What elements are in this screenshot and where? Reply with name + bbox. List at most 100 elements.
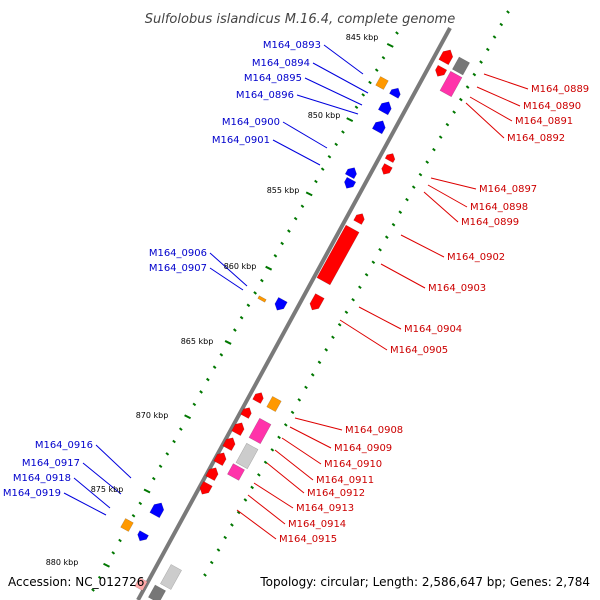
leader-line bbox=[95, 444, 132, 479]
leader-line bbox=[476, 86, 521, 107]
gene-label: M164_0919 bbox=[3, 488, 61, 499]
kbp-label: 870 kbp bbox=[136, 411, 169, 420]
outer-track-tick bbox=[287, 229, 291, 233]
red-gene bbox=[353, 213, 365, 225]
gene-label: M164_0902 bbox=[447, 252, 505, 263]
kbp-label: 845 kbp bbox=[346, 33, 379, 42]
inner-track-tick bbox=[378, 247, 382, 252]
gene-label: M164_0890 bbox=[523, 101, 581, 112]
red-gene bbox=[435, 64, 448, 77]
outer-track-tick bbox=[246, 303, 251, 308]
inner-track-tick bbox=[425, 160, 430, 164]
outer-track-tick bbox=[131, 513, 136, 518]
inner-track-tick bbox=[432, 147, 436, 152]
outer-track-tick bbox=[361, 93, 366, 97]
red-gene bbox=[384, 153, 396, 164]
pink-gene bbox=[439, 70, 463, 98]
inner-track-tick bbox=[270, 448, 275, 452]
leader-line bbox=[294, 417, 343, 431]
outer-track-tick bbox=[111, 551, 116, 555]
inner-track-tick bbox=[485, 47, 490, 52]
leader-line bbox=[282, 121, 328, 149]
outer-track-tick bbox=[293, 216, 298, 221]
gene-label: M164_0894 bbox=[252, 58, 310, 69]
outer-track-tick bbox=[273, 254, 278, 258]
inner-track-tick bbox=[337, 323, 342, 327]
gene-label: M164_0895 bbox=[244, 73, 302, 84]
outer-track-major-tick bbox=[386, 42, 394, 48]
gene-label: M164_0914 bbox=[288, 519, 346, 530]
leader-lines bbox=[63, 44, 529, 540]
kbp-label: 875 kbp bbox=[91, 485, 124, 494]
outer-track-tick bbox=[192, 402, 197, 407]
inner-track-tick bbox=[445, 122, 450, 127]
kbp-labels: 845 kbp 850 kbp 855 kbp 860 kbp 865 kbp 870 k… bbox=[46, 33, 379, 567]
outer-track-tick bbox=[233, 328, 237, 332]
inner-track-tick bbox=[236, 510, 241, 515]
inner-track-tick bbox=[418, 172, 423, 177]
outer-track-tick bbox=[151, 476, 156, 481]
kbp-label: 855 kbp bbox=[267, 186, 300, 195]
topology-text: Topology: circular; Length: 2,586,647 bp… bbox=[259, 575, 590, 589]
genome-title: Sulfolobus islandicus M.16.4, complete g… bbox=[145, 12, 455, 27]
gene-label: M164_0900 bbox=[222, 117, 280, 128]
gene-label: M164_0912 bbox=[307, 488, 365, 499]
red-gene bbox=[316, 224, 360, 286]
red-gene bbox=[213, 452, 227, 467]
inner-track-tick bbox=[230, 523, 234, 527]
gene-label: M164_0904 bbox=[404, 324, 462, 335]
gene-features bbox=[120, 49, 470, 600]
outer-track-tick bbox=[320, 167, 325, 171]
genome-backbone bbox=[136, 27, 452, 600]
grey-gene bbox=[148, 584, 166, 600]
inner-track-tick bbox=[223, 535, 228, 540]
inner-track-tick bbox=[371, 260, 376, 264]
leader-line bbox=[400, 234, 445, 258]
leader-line bbox=[483, 73, 529, 90]
inner-track-tick bbox=[479, 60, 483, 64]
leader-line bbox=[63, 492, 107, 516]
outer-track-tick bbox=[239, 315, 244, 320]
gene-label: M164_0908 bbox=[345, 425, 403, 436]
kbp-label: 850 kbp bbox=[308, 111, 341, 120]
leader-line bbox=[465, 102, 505, 139]
inner-track-tick bbox=[331, 335, 335, 340]
outer-track-tick bbox=[165, 452, 170, 456]
leader-line bbox=[281, 437, 322, 465]
gene-labels: M164_0893 M164_0894 M164_0895 M164_0896 M164… bbox=[3, 40, 589, 545]
red-gene bbox=[381, 163, 393, 175]
gene-label: M164_0916 bbox=[35, 440, 93, 451]
blue-gene bbox=[371, 120, 386, 135]
outer-track-tick bbox=[199, 390, 203, 394]
outer-track-tick bbox=[118, 538, 122, 543]
blue-gene bbox=[344, 176, 357, 189]
gene-label: M164_0915 bbox=[279, 534, 337, 545]
inner-track-tick bbox=[277, 435, 281, 440]
inner-track-tick bbox=[290, 410, 295, 415]
inner-track-tick bbox=[297, 398, 302, 402]
inner-track-tick bbox=[257, 473, 261, 477]
outer-track-tick bbox=[212, 365, 217, 369]
outer-tick-track bbox=[91, 31, 399, 592]
inner-track-tick bbox=[398, 210, 403, 214]
gene-label: M164_0913 bbox=[296, 503, 354, 514]
leader-line bbox=[82, 462, 122, 495]
outer-track-tick bbox=[97, 575, 102, 580]
pink-gene bbox=[227, 463, 245, 481]
outer-track-tick bbox=[374, 68, 379, 72]
pink-gene bbox=[134, 577, 148, 591]
red-gene bbox=[240, 407, 252, 419]
leader-line bbox=[312, 62, 369, 94]
grey-gene bbox=[160, 564, 182, 590]
inner-track-tick bbox=[405, 197, 409, 202]
blue-gene bbox=[137, 530, 149, 542]
blue-gene bbox=[377, 101, 392, 116]
inner-track-tick bbox=[216, 548, 221, 552]
outer-track-tick bbox=[206, 377, 210, 382]
leader-line bbox=[358, 306, 402, 330]
orange-gene bbox=[257, 295, 267, 303]
gene-label: M164_0903 bbox=[428, 283, 486, 294]
gene-label: M164_0905 bbox=[390, 345, 448, 356]
gene-label: M164_0892 bbox=[507, 133, 565, 144]
